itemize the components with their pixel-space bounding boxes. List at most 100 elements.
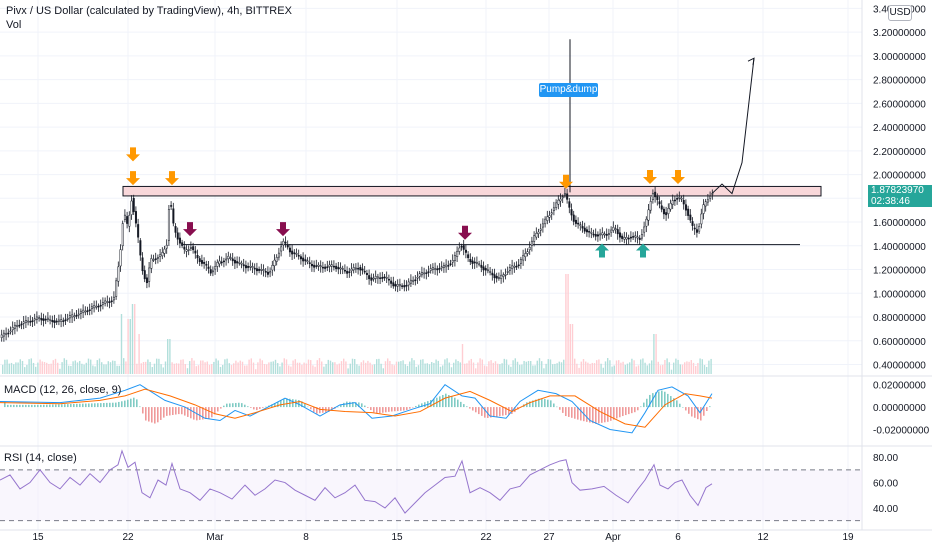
macd-histogram-bar bbox=[241, 403, 243, 408]
volume-bar bbox=[563, 359, 565, 374]
candle-body bbox=[163, 248, 166, 254]
macd-histogram-bar bbox=[613, 407, 615, 420]
currency-badge[interactable]: USD bbox=[888, 5, 912, 21]
volume-bar bbox=[442, 365, 444, 374]
volume-bar bbox=[710, 358, 712, 374]
candle-body bbox=[607, 233, 610, 235]
candle-body bbox=[97, 305, 100, 308]
candle-body bbox=[673, 199, 676, 202]
macd-histogram-bar bbox=[439, 396, 441, 408]
volume-bar bbox=[604, 361, 607, 374]
orange-down-arrow-icon bbox=[559, 174, 573, 189]
volume-bar bbox=[61, 362, 63, 374]
macd-histogram-bar bbox=[607, 407, 609, 422]
candle-body bbox=[62, 320, 65, 322]
volume-bar bbox=[87, 358, 90, 374]
volume-bar bbox=[640, 359, 642, 374]
macd-histogram-bar bbox=[226, 403, 228, 408]
volume-bar bbox=[670, 369, 673, 374]
macd-histogram-bar bbox=[367, 407, 369, 408]
candle-body bbox=[46, 317, 49, 320]
candle-body bbox=[407, 281, 410, 286]
volume-bar bbox=[571, 324, 574, 374]
volume-bar bbox=[149, 361, 151, 374]
macd-histogram-bar bbox=[547, 399, 549, 408]
axes: 3.400000003.200000003.000000002.80000000… bbox=[32, 4, 929, 543]
volume-bar bbox=[107, 361, 109, 374]
volume-bar bbox=[365, 362, 367, 374]
candle-body bbox=[405, 284, 408, 287]
candle-body bbox=[77, 313, 80, 316]
candle-body bbox=[458, 247, 461, 252]
volume-bar bbox=[252, 362, 255, 374]
volume-bar bbox=[376, 359, 378, 374]
volume-bar bbox=[620, 362, 622, 374]
volume-bar bbox=[591, 362, 593, 374]
macd-histogram-bar bbox=[319, 407, 321, 414]
macd-histogram-bar bbox=[172, 407, 174, 415]
volume-bar bbox=[197, 365, 200, 374]
volume-bar bbox=[624, 364, 626, 374]
candle-body bbox=[44, 318, 47, 321]
macd-histogram-bar bbox=[352, 402, 354, 408]
macd-histogram-bar bbox=[4, 401, 6, 408]
volume-bar bbox=[48, 363, 50, 374]
price-tick-label: 2.20000000 bbox=[873, 147, 926, 158]
volume-bar bbox=[708, 360, 710, 374]
candle-body bbox=[277, 252, 280, 258]
macd-histogram-bar bbox=[175, 407, 177, 415]
macd-histogram-bar bbox=[349, 401, 351, 408]
rsi-label: RSI (14, close) bbox=[4, 452, 77, 464]
candle-body bbox=[27, 320, 30, 323]
volume-bar bbox=[516, 361, 519, 374]
candle-body bbox=[205, 264, 208, 266]
macd-histogram-bar bbox=[451, 396, 453, 408]
macd-histogram-bar bbox=[385, 407, 387, 413]
volume-bar bbox=[615, 360, 618, 374]
macd-histogram-bar bbox=[187, 407, 189, 417]
candle-body bbox=[86, 310, 89, 312]
volume-bar bbox=[281, 362, 283, 374]
macd-histogram-bar bbox=[244, 404, 246, 408]
candle-body bbox=[706, 199, 709, 203]
volume-bar bbox=[558, 361, 560, 374]
candle-body bbox=[480, 264, 483, 268]
candle-body bbox=[200, 260, 203, 264]
volume-bar bbox=[457, 361, 459, 374]
candle-body bbox=[482, 266, 485, 271]
volume-bar bbox=[261, 360, 263, 374]
macd-histogram-bar bbox=[337, 406, 339, 408]
candle-body bbox=[440, 266, 443, 269]
macd-histogram-bar bbox=[490, 407, 492, 418]
volume-bar bbox=[373, 364, 376, 374]
macd-histogram-bar bbox=[697, 407, 699, 420]
orange-down-arrow-icon bbox=[126, 171, 140, 186]
macd-histogram-bar bbox=[91, 403, 93, 408]
macd-histogram-bar bbox=[61, 404, 63, 408]
macd-histogram-bar bbox=[406, 407, 408, 410]
macd-histogram-bar bbox=[631, 407, 633, 414]
volume-bar bbox=[26, 364, 28, 374]
volume-bar bbox=[178, 363, 180, 374]
volume-bar bbox=[349, 363, 351, 374]
volume-bar bbox=[380, 363, 382, 374]
volume-bar bbox=[213, 361, 215, 374]
volume-bar bbox=[637, 365, 640, 374]
macd-histogram-bar bbox=[448, 395, 450, 408]
candle-body bbox=[394, 284, 397, 287]
macd-histogram-bar bbox=[487, 407, 489, 418]
candle-body bbox=[500, 274, 503, 279]
macd-histogram-bar bbox=[154, 407, 156, 424]
volume-bar bbox=[446, 358, 448, 374]
macd-histogram-bar bbox=[256, 407, 258, 411]
macd-histogram-bar bbox=[37, 404, 39, 408]
candle-body bbox=[425, 272, 428, 274]
candle-body bbox=[374, 276, 377, 279]
volume-bar bbox=[266, 364, 268, 374]
candle-body bbox=[546, 216, 549, 221]
macd-histogram-bar bbox=[358, 402, 360, 408]
candle-body bbox=[220, 261, 223, 264]
candle-body bbox=[42, 318, 45, 321]
candle-body bbox=[579, 224, 582, 226]
